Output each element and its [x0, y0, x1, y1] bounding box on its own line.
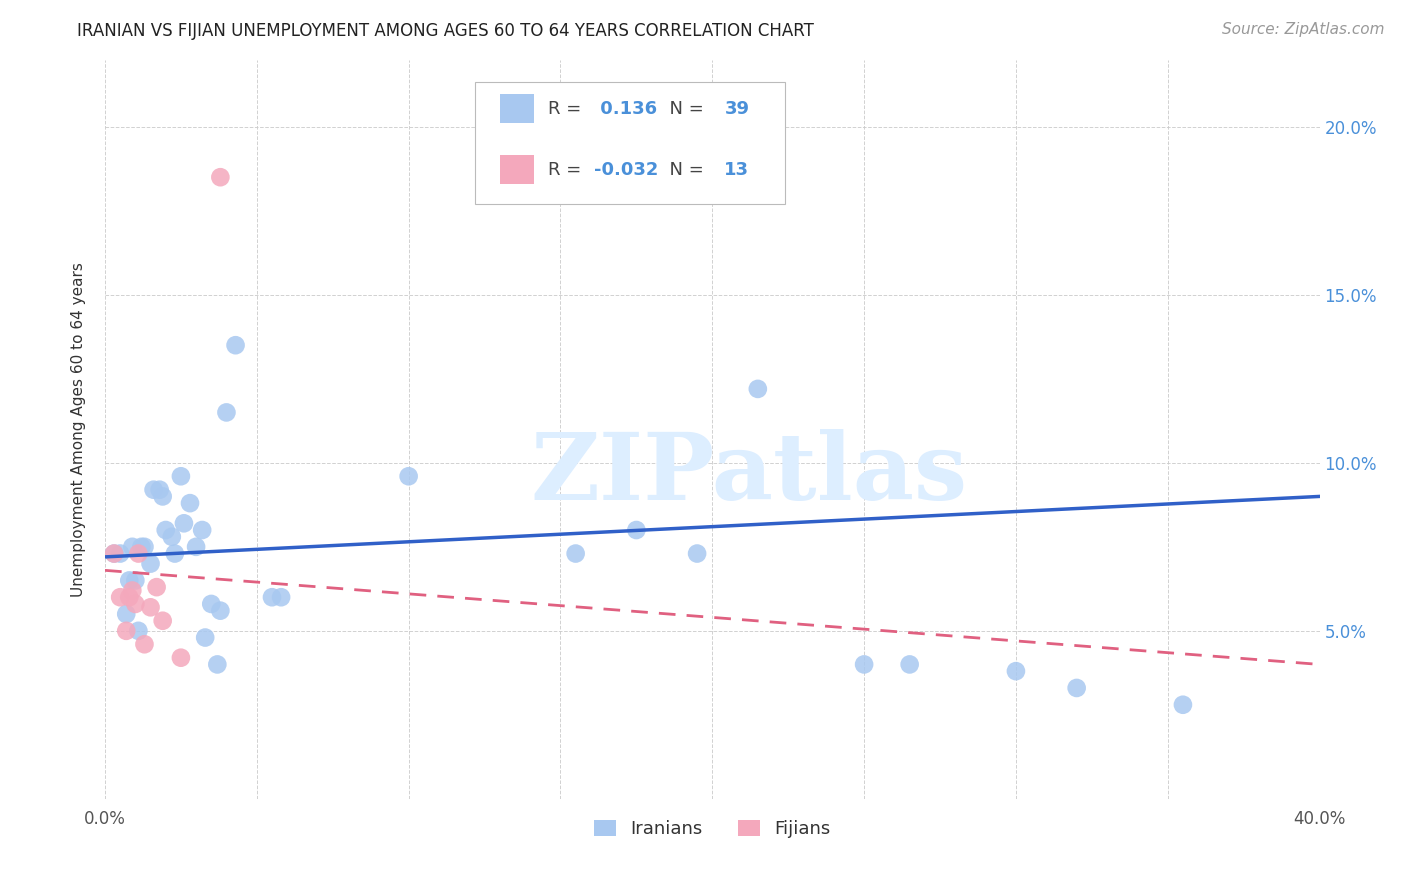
- Point: [209, 604, 232, 618]
- Text: R =: R =: [548, 161, 588, 178]
- Point: [170, 469, 193, 483]
- Point: [118, 591, 141, 605]
- Point: [1171, 698, 1194, 712]
- Y-axis label: Unemployment Among Ages 60 to 64 years: Unemployment Among Ages 60 to 64 years: [72, 261, 86, 597]
- Legend: Iranians, Fijians: Iranians, Fijians: [586, 813, 838, 846]
- FancyBboxPatch shape: [499, 94, 534, 123]
- Point: [747, 382, 769, 396]
- Point: [134, 637, 156, 651]
- Text: 0.136: 0.136: [595, 100, 658, 118]
- Point: [149, 483, 172, 497]
- Text: IRANIAN VS FIJIAN UNEMPLOYMENT AMONG AGES 60 TO 64 YEARS CORRELATION CHART: IRANIAN VS FIJIAN UNEMPLOYMENT AMONG AGE…: [77, 22, 814, 40]
- Text: N =: N =: [658, 100, 709, 118]
- Point: [108, 547, 131, 561]
- Text: -0.032: -0.032: [595, 161, 659, 178]
- Point: [398, 469, 420, 483]
- Point: [179, 496, 201, 510]
- Point: [207, 657, 229, 672]
- Point: [103, 547, 125, 561]
- Point: [131, 540, 153, 554]
- Point: [127, 547, 149, 561]
- Point: [173, 516, 195, 531]
- Point: [215, 405, 238, 419]
- FancyBboxPatch shape: [475, 82, 785, 203]
- Point: [853, 657, 876, 672]
- Point: [121, 583, 143, 598]
- Point: [184, 540, 207, 554]
- Point: [200, 597, 222, 611]
- Point: [115, 607, 138, 621]
- Point: [1066, 681, 1088, 695]
- Text: R =: R =: [548, 100, 588, 118]
- Point: [103, 547, 125, 561]
- Text: Source: ZipAtlas.com: Source: ZipAtlas.com: [1222, 22, 1385, 37]
- Point: [124, 597, 146, 611]
- Text: 39: 39: [724, 100, 749, 118]
- Point: [225, 338, 247, 352]
- Point: [260, 591, 283, 605]
- Point: [163, 547, 186, 561]
- Point: [142, 483, 165, 497]
- Text: N =: N =: [658, 161, 709, 178]
- Point: [626, 523, 648, 537]
- Point: [191, 523, 214, 537]
- Point: [898, 657, 921, 672]
- Point: [124, 574, 146, 588]
- Point: [121, 540, 143, 554]
- Point: [209, 170, 232, 185]
- Point: [134, 540, 156, 554]
- Point: [139, 557, 162, 571]
- Point: [127, 624, 149, 638]
- Point: [270, 591, 292, 605]
- FancyBboxPatch shape: [499, 155, 534, 185]
- Point: [155, 523, 177, 537]
- Point: [108, 591, 131, 605]
- Point: [115, 624, 138, 638]
- Point: [160, 530, 183, 544]
- Point: [1005, 664, 1028, 678]
- Text: 13: 13: [724, 161, 749, 178]
- Point: [118, 574, 141, 588]
- Point: [145, 580, 167, 594]
- Point: [686, 547, 709, 561]
- Point: [152, 614, 174, 628]
- Point: [564, 547, 586, 561]
- Point: [170, 650, 193, 665]
- Point: [194, 631, 217, 645]
- Point: [152, 490, 174, 504]
- Text: ZIPatlas: ZIPatlas: [530, 428, 967, 518]
- Point: [139, 600, 162, 615]
